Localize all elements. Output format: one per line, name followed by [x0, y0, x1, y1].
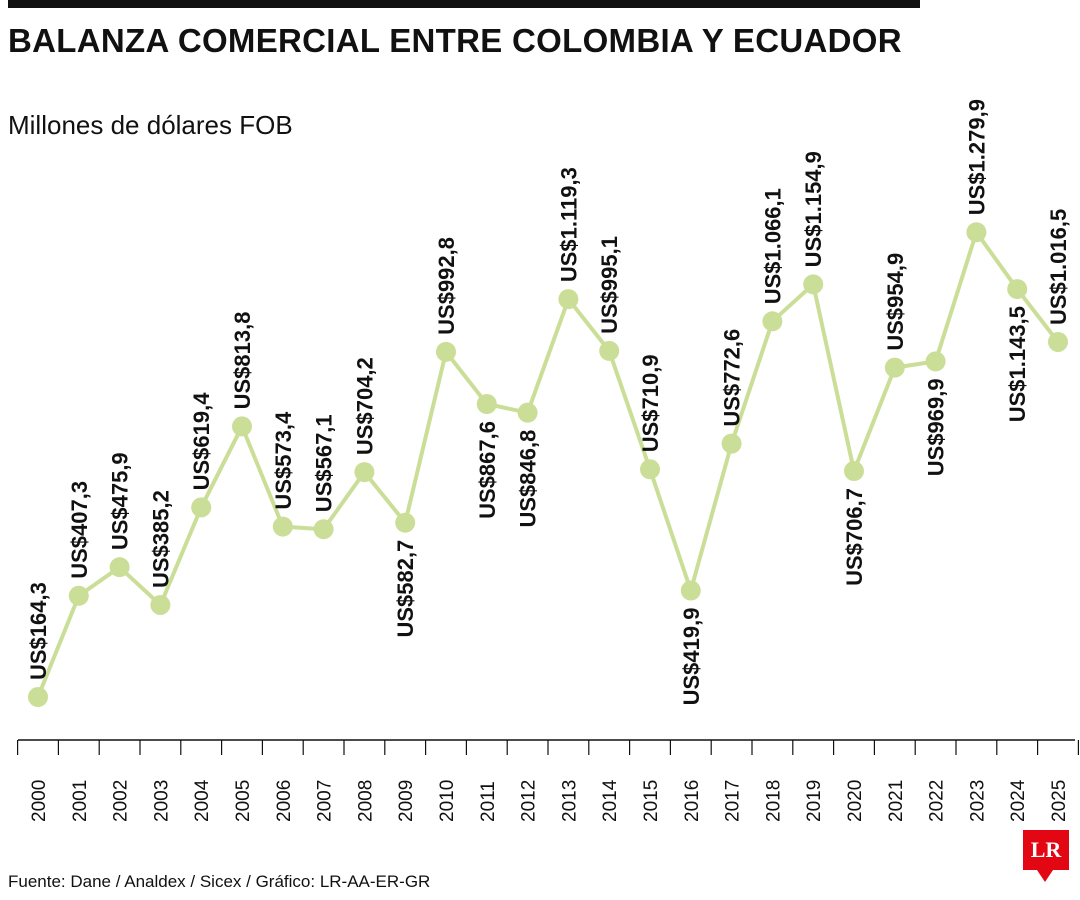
data-point-2011: [476, 394, 497, 415]
x-tick-label-2025: 2025: [1049, 780, 1070, 822]
x-tick-label-2017: 2017: [723, 780, 744, 822]
data-point-2017: [721, 433, 742, 454]
data-label-2000: US$164,3: [26, 582, 51, 680]
data-label-2002: US$475,9: [108, 452, 133, 550]
x-tick-label-2022: 2022: [927, 780, 948, 822]
data-point-2009: [395, 512, 416, 533]
data-point-2005: [232, 416, 252, 437]
data-label-2014: US$995,1: [597, 236, 622, 334]
lr-logo-text: LR: [1030, 837, 1062, 862]
lr-logo: LR: [1023, 830, 1069, 870]
data-label-2017: US$772,6: [720, 329, 745, 427]
data-point-2021: [884, 357, 905, 378]
data-point-2007: [313, 519, 334, 540]
data-point-2025: [1048, 331, 1068, 352]
data-point-2010: [436, 341, 456, 362]
lr-logo-tail: [1037, 870, 1053, 882]
x-tick-label-2014: 2014: [600, 779, 621, 822]
data-label-2003: US$385,2: [148, 490, 173, 588]
data-label-2015: US$710,9: [638, 354, 663, 452]
x-tick-label-2000: 2000: [29, 780, 50, 822]
data-point-2004: [191, 497, 212, 518]
data-point-2024: [1007, 279, 1028, 300]
x-tick-label-2018: 2018: [763, 780, 784, 822]
data-point-2013: [558, 289, 579, 310]
data-point-2014: [599, 340, 620, 361]
data-label-2012: US$846,8: [516, 430, 541, 528]
data-label-2013: US$1.119,3: [556, 167, 581, 282]
x-tick-label-2024: 2024: [1008, 779, 1029, 822]
x-tick-label-2021: 2021: [886, 780, 907, 822]
data-point-2006: [272, 516, 293, 537]
data-label-2006: US$573,4: [271, 411, 296, 510]
data-label-2019: US$1.154,9: [801, 151, 826, 267]
x-tick-label-2020: 2020: [845, 780, 866, 822]
data-label-2018: US$1.066,1: [760, 188, 785, 304]
top-rule: [8, 0, 920, 8]
data-label-2004: US$619,4: [189, 392, 214, 491]
data-label-2001: US$407,3: [67, 481, 92, 579]
chart-title: BALANZA COMERCIAL ENTRE COLOMBIA Y ECUAD…: [8, 22, 902, 59]
x-tick-label-2002: 2002: [111, 780, 132, 822]
data-point-2018: [762, 311, 783, 332]
x-tick-label-2019: 2019: [804, 780, 825, 822]
x-tick-label-2016: 2016: [682, 780, 703, 822]
data-label-2022: US$969,9: [924, 378, 949, 476]
data-point-2023: [966, 222, 987, 243]
x-tick-label-2009: 2009: [396, 780, 417, 822]
x-tick-label-2001: 2001: [70, 780, 91, 822]
data-label-2024: US$1.143,5: [1005, 306, 1030, 422]
data-point-2001: [68, 585, 89, 606]
x-tick-label-2011: 2011: [478, 781, 499, 822]
data-point-2016: [680, 580, 701, 601]
data-label-2021: US$954,9: [883, 253, 908, 351]
data-point-2019: [803, 274, 824, 295]
data-point-2000: [28, 687, 48, 707]
data-point-2020: [844, 461, 864, 482]
data-point-2012: [517, 402, 538, 423]
x-tick-label-2015: 2015: [641, 780, 662, 822]
chart-subtitle: Millones de dólares FOB: [8, 110, 293, 140]
data-point-2003: [150, 594, 171, 615]
data-label-2025: US$1.016,5: [1046, 209, 1071, 325]
x-tick-label-2007: 2007: [315, 780, 336, 822]
data-point-2022: [925, 351, 946, 372]
x-tick-label-2006: 2006: [274, 780, 295, 822]
series-line: [36, 230, 1060, 698]
x-tick-label-2012: 2012: [519, 780, 540, 822]
x-tick-label-2013: 2013: [559, 780, 580, 822]
data-point-2008: [354, 462, 375, 483]
source-note: Fuente: Dane / Analdex / Sicex / Gráfico…: [8, 872, 431, 891]
data-label-2016: US$419,9: [679, 608, 704, 706]
data-label-2023: US$1.279,9: [964, 99, 989, 215]
data-label-2005: US$813,8: [230, 312, 255, 410]
x-tick-label-2008: 2008: [355, 780, 376, 822]
data-label-2007: US$567,1: [312, 414, 337, 512]
data-point-2015: [640, 459, 660, 480]
data-label-2011: US$867,6: [475, 421, 500, 519]
data-label-2010: US$992,8: [434, 237, 459, 335]
data-label-2008: US$704,2: [352, 357, 377, 455]
x-tick-label-2005: 2005: [233, 780, 254, 822]
x-tick-label-2010: 2010: [437, 780, 458, 822]
data-label-2009: US$582,7: [393, 540, 418, 638]
data-label-2020: US$706,7: [842, 488, 867, 586]
x-tick-label-2004: 2004: [192, 779, 213, 822]
data-point-2002: [109, 557, 130, 578]
x-tick-label-2003: 2003: [151, 780, 172, 822]
x-tick-label-2023: 2023: [967, 780, 988, 822]
